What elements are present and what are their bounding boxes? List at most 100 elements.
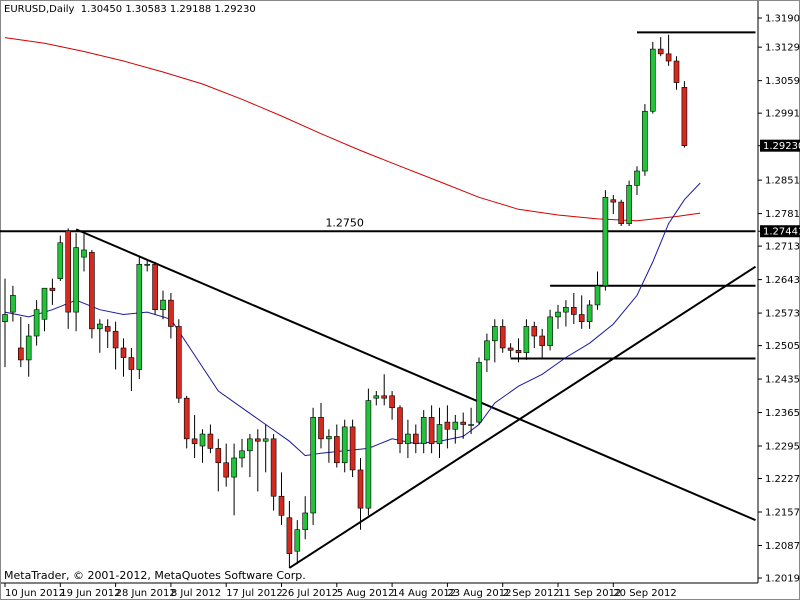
time-tick-label: 17 Jul 2012 bbox=[226, 588, 283, 599]
candle-body bbox=[397, 407, 403, 444]
candle-body bbox=[247, 438, 253, 452]
time-tick-label: 19 Jun 2012 bbox=[60, 588, 120, 599]
candle-body bbox=[665, 53, 672, 62]
candle-body bbox=[618, 201, 625, 224]
price-tick-label: 1.26430 bbox=[765, 275, 800, 286]
time-tick-label: 20 Sep 2012 bbox=[613, 588, 676, 599]
candle-body bbox=[539, 335, 546, 346]
candle-body bbox=[428, 417, 435, 444]
candle-body bbox=[310, 417, 316, 514]
candle-body bbox=[602, 197, 609, 287]
candle-body bbox=[33, 309, 40, 337]
time-tick-label: 23 Aug 2012 bbox=[447, 588, 511, 599]
candle-body bbox=[270, 438, 277, 497]
candle-body bbox=[491, 326, 498, 342]
candle-body bbox=[17, 347, 24, 361]
candle-body bbox=[634, 170, 640, 186]
price-tick-label: 1.22950 bbox=[765, 442, 800, 453]
candle-body bbox=[294, 529, 301, 552]
candle-body bbox=[223, 462, 229, 478]
candle-body bbox=[231, 457, 237, 478]
price-tag-label: 1.29230 bbox=[763, 141, 800, 152]
time-tick-label: 8 Jul 2012 bbox=[171, 588, 221, 599]
candles-layer bbox=[2, 34, 688, 568]
candle-body bbox=[405, 433, 411, 444]
price-tick-label: 1.23650 bbox=[765, 408, 800, 419]
candle-body bbox=[468, 424, 474, 426]
price-tick-label: 1.21570 bbox=[765, 508, 800, 519]
time-tick-label: 10 Jun 2012 bbox=[5, 588, 65, 599]
candle-body bbox=[168, 299, 174, 327]
candle-body bbox=[183, 397, 190, 440]
candle-body bbox=[563, 307, 569, 313]
candle-body bbox=[531, 326, 538, 337]
price-tick-label: 1.20190 bbox=[765, 574, 800, 585]
price-tick-label: 1.24350 bbox=[765, 375, 800, 386]
candle-body bbox=[239, 450, 245, 459]
candle-body bbox=[128, 357, 135, 370]
candle-body bbox=[215, 448, 222, 464]
copyright-footer: MetaTrader, © 2001-2012, MetaQuotes Soft… bbox=[4, 569, 306, 582]
candle-body bbox=[89, 252, 95, 330]
candle-body bbox=[657, 48, 664, 55]
candle-body bbox=[365, 400, 372, 509]
candle-body bbox=[97, 323, 103, 330]
price-tick-label: 1.31900 bbox=[765, 14, 800, 25]
time-tick-label: 26 Jul 2012 bbox=[282, 588, 339, 599]
candle-body bbox=[152, 263, 158, 311]
candle-body bbox=[412, 433, 419, 444]
candle-body bbox=[555, 311, 561, 318]
candle-body bbox=[389, 395, 395, 409]
candle-body bbox=[547, 316, 553, 346]
candle-body bbox=[515, 350, 522, 354]
candle-body bbox=[326, 436, 332, 440]
candle-body bbox=[176, 326, 182, 399]
candle-body bbox=[144, 263, 150, 266]
candle-body bbox=[523, 326, 530, 354]
candle-body bbox=[255, 438, 261, 442]
candle-body bbox=[65, 230, 71, 313]
symbol-header: EURUSD,Daily 1.30450 1.30583 1.29188 1.2… bbox=[4, 4, 256, 15]
candle-body bbox=[681, 87, 688, 146]
candle-body bbox=[81, 249, 87, 258]
candle-body bbox=[507, 347, 514, 351]
candle-body bbox=[262, 438, 269, 442]
candle-body bbox=[160, 299, 166, 311]
ma-slow-line bbox=[4, 37, 701, 222]
candle-body bbox=[25, 335, 32, 361]
candle-body bbox=[357, 469, 364, 509]
candle-body bbox=[436, 424, 443, 444]
candle-body bbox=[642, 110, 648, 172]
candle-body bbox=[452, 421, 459, 430]
candle-body bbox=[57, 242, 64, 279]
candle-body bbox=[444, 421, 451, 430]
candle-body bbox=[626, 185, 632, 224]
price-tick-label: 1.27810 bbox=[765, 209, 800, 220]
price-axis: 1.31900 1.31290 1.30590 1.29910 1.29230 1.285… bbox=[758, 14, 800, 585]
candle-body bbox=[302, 512, 309, 530]
time-tick-label: 5 Aug 2012 bbox=[337, 588, 395, 599]
candle-body bbox=[420, 417, 427, 444]
time-tick-label: 2 Sep 2012 bbox=[503, 588, 560, 599]
candle-body bbox=[41, 287, 48, 320]
candle-body bbox=[594, 285, 601, 306]
price-tick-label: 1.25730 bbox=[765, 309, 800, 320]
candle-body bbox=[673, 60, 680, 83]
trendline-label: 1.2750 bbox=[325, 216, 364, 229]
candle-body bbox=[49, 287, 56, 291]
candle-body bbox=[570, 307, 577, 315]
candle-body bbox=[104, 326, 111, 332]
candle-body bbox=[381, 395, 388, 399]
candle-body bbox=[278, 495, 285, 516]
candle-body bbox=[333, 436, 340, 464]
candle-body bbox=[586, 304, 593, 322]
price-tick-label: 1.29910 bbox=[765, 109, 800, 120]
candle-body bbox=[2, 314, 8, 322]
candle-body bbox=[649, 48, 656, 112]
candle-body bbox=[112, 330, 119, 349]
candle-body bbox=[191, 438, 198, 444]
